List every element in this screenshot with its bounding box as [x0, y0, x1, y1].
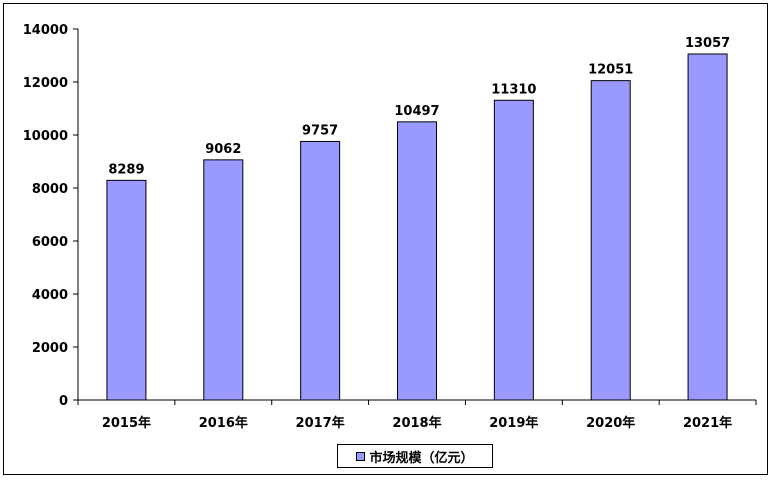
y-tick-label: 2000: [32, 341, 68, 356]
bar: [590, 80, 631, 401]
bar: [106, 179, 147, 401]
x-tick-label: 2021年: [683, 415, 732, 431]
data-label: 13057: [685, 36, 730, 51]
y-tick-label: 14000: [23, 23, 68, 38]
x-tick-label: 2019年: [489, 415, 538, 431]
data-label: 9062: [205, 142, 241, 157]
bar: [687, 53, 728, 401]
legend-label: 市场规模（亿元）: [369, 450, 474, 466]
x-tick-label: 2018年: [392, 415, 441, 431]
bar: [300, 140, 341, 401]
y-tick-label: 8000: [32, 182, 68, 197]
y-tick-label: 10000: [23, 129, 68, 144]
y-tick-label: 6000: [32, 235, 68, 250]
y-tick-label: 12000: [23, 76, 68, 91]
legend: 市场规模（亿元）: [337, 444, 493, 468]
bar: [493, 99, 534, 401]
data-label: 11310: [491, 82, 536, 97]
x-tick-label: 2016年: [199, 415, 248, 431]
legend-swatch: [356, 451, 366, 461]
y-tick-label: 4000: [32, 288, 68, 303]
data-label: 10497: [394, 104, 439, 119]
data-label: 8289: [108, 162, 144, 177]
x-tick-label: 2020年: [586, 415, 635, 431]
bar: [397, 121, 437, 401]
data-label: 9757: [302, 123, 338, 138]
x-tick-label: 2017年: [296, 415, 345, 431]
x-tick-label: 2015年: [102, 415, 151, 431]
y-tick-label: 0: [59, 394, 68, 409]
bar: [203, 159, 244, 401]
data-label: 12051: [588, 63, 633, 78]
